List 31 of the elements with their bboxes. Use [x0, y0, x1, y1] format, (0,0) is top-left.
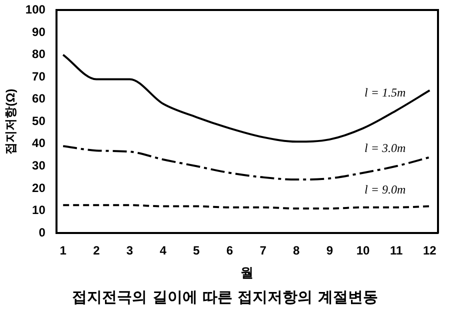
y-tick-label: 30: [32, 158, 46, 172]
x-tick-label: 4: [160, 244, 167, 258]
x-tick-label: 11: [390, 244, 404, 258]
x-tick-label: 10: [356, 244, 370, 258]
y-tick-label: 40: [32, 136, 46, 150]
x-tick-label: 5: [193, 244, 200, 258]
y-axis-title: 접지저항(Ω): [4, 88, 18, 154]
series-label: l = 3.0m: [364, 141, 406, 156]
x-tick-label: 8: [293, 244, 300, 258]
x-tick-label: 6: [226, 244, 234, 258]
x-axis-title: 월: [240, 264, 254, 280]
y-tick-label: 10: [32, 203, 46, 218]
text: 접지전극의 길이에 따른 접지저항의 계절변동: [71, 288, 379, 307]
x-tick-label: 12: [422, 244, 437, 258]
line-series: [62, 54, 431, 143]
y-tick-label: 0: [38, 225, 46, 240]
line-series: [62, 145, 431, 181]
x-tick-label: 9: [326, 244, 334, 258]
y-tick-label: 90: [32, 24, 46, 39]
x-tick-label: 2: [93, 244, 100, 258]
y-tick-label: 60: [32, 92, 46, 106]
y-tick-label: 50: [32, 114, 46, 128]
y-tick-label: 70: [32, 69, 46, 84]
y-tick-label: 80: [32, 47, 46, 62]
y-tick-label: 20: [32, 180, 46, 195]
y-tick-label: 100: [25, 2, 46, 17]
x-tick-label: 7: [260, 244, 267, 258]
x-tick-label: 3: [126, 244, 134, 258]
series-label: l = 9.0m: [364, 182, 406, 196]
x-tick-label: 1: [60, 244, 67, 258]
series-label: l = 1.5m: [364, 85, 406, 100]
